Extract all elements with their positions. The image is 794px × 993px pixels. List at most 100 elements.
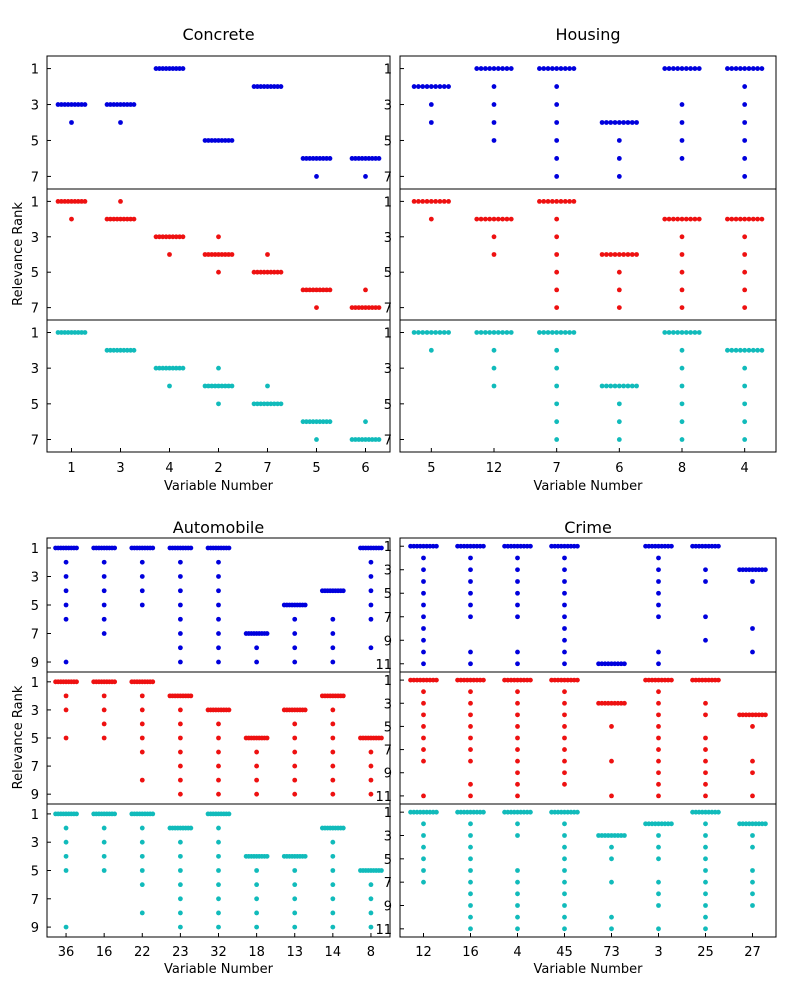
rank-point	[251, 401, 257, 407]
rank-point	[679, 383, 685, 389]
rank-point	[131, 102, 137, 107]
rank-point	[226, 545, 232, 551]
rank-point	[327, 156, 333, 161]
rank-point	[421, 833, 426, 838]
rank-point	[433, 198, 439, 204]
rank-point	[139, 735, 145, 741]
rank-point	[491, 84, 497, 89]
rank-point	[368, 749, 374, 755]
rank-point	[679, 156, 685, 161]
rank-point	[562, 700, 567, 706]
rank-point	[567, 198, 572, 204]
rank-point	[216, 659, 221, 665]
rank-point	[750, 844, 755, 850]
rank-point	[65, 330, 71, 335]
rank-point	[63, 853, 69, 859]
rank-point	[621, 383, 627, 389]
y-tick-label: 9	[31, 921, 39, 936]
rank-point	[562, 198, 568, 204]
rank-point	[177, 868, 183, 873]
rank-point	[537, 198, 542, 204]
rank-point	[265, 84, 270, 89]
rank-point	[515, 649, 520, 655]
rank-point	[441, 84, 447, 89]
rank-point	[216, 924, 221, 930]
rank-point	[421, 758, 426, 764]
rank-point	[101, 721, 107, 727]
rank-point	[416, 330, 421, 335]
rank-point	[545, 66, 551, 71]
x-tick-label: 6	[615, 461, 623, 476]
rank-point	[733, 66, 739, 71]
x-axis-label: Variable Number	[164, 962, 274, 977]
rank-point	[656, 747, 661, 752]
rank-point	[177, 882, 183, 888]
rank-point	[434, 809, 439, 815]
rank-point	[314, 305, 319, 311]
x-tick-label: 1	[67, 461, 75, 476]
rank-point	[616, 437, 622, 442]
rank-point	[163, 66, 169, 71]
rank-point	[209, 138, 215, 143]
rank-point	[468, 724, 473, 729]
rank-point	[562, 856, 567, 862]
rank-point	[478, 330, 484, 335]
rank-point	[468, 689, 473, 695]
rank-point	[177, 839, 183, 845]
rank-point	[320, 287, 326, 293]
rank-point	[271, 269, 277, 275]
rank-point	[376, 437, 382, 442]
rank-point	[101, 574, 107, 579]
rank-point	[74, 545, 79, 551]
rank-point	[363, 437, 368, 442]
rank-point	[226, 707, 232, 713]
rank-point	[679, 120, 685, 125]
rank-point	[537, 330, 542, 335]
rank-point	[528, 677, 533, 683]
rank-point	[107, 216, 113, 222]
rank-point	[515, 724, 520, 729]
rank-point	[468, 758, 473, 764]
rank-point	[554, 120, 560, 125]
rank-point	[420, 330, 426, 335]
rank-point	[737, 216, 743, 222]
rank-point	[515, 903, 520, 908]
rank-point	[63, 868, 69, 873]
rank-point	[629, 383, 635, 389]
rank-point	[139, 910, 145, 916]
rank-point	[177, 777, 183, 783]
rank-point	[554, 174, 560, 179]
rank-point	[324, 287, 330, 293]
rank-point	[63, 602, 69, 608]
rank-point	[216, 910, 221, 916]
rank-point	[562, 747, 567, 752]
rank-point	[226, 252, 232, 257]
rank-point	[742, 84, 748, 89]
x-tick-label: 7	[553, 461, 561, 476]
rank-point	[330, 616, 336, 622]
rank-point	[310, 419, 316, 425]
rank-point	[562, 770, 567, 776]
rank-point	[549, 330, 555, 335]
rank-point	[368, 763, 374, 769]
y-tick-label: 1	[384, 674, 392, 689]
rank-point	[79, 330, 85, 335]
rank-point	[554, 138, 560, 143]
rank-point	[759, 66, 765, 71]
rank-point	[153, 234, 159, 240]
rank-point	[219, 252, 225, 257]
rank-point	[669, 677, 674, 683]
rank-point	[703, 567, 708, 573]
rank-point	[491, 347, 497, 353]
rank-point	[703, 579, 708, 584]
rank-point	[292, 749, 298, 755]
rank-point	[101, 839, 107, 845]
y-tick-label: 11	[375, 658, 392, 673]
rank-point	[703, 821, 708, 827]
rank-point	[733, 347, 739, 353]
rank-point	[421, 856, 426, 862]
rank-point	[275, 269, 281, 275]
rank-point	[101, 853, 107, 859]
rank-point	[212, 138, 218, 143]
y-tick-label: 5	[384, 134, 392, 149]
